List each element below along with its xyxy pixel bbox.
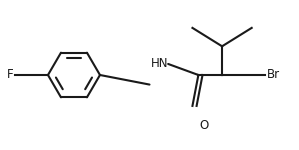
Text: HN: HN	[151, 57, 168, 70]
Text: O: O	[200, 119, 209, 132]
Text: Br: Br	[266, 69, 280, 81]
Text: F: F	[7, 69, 13, 81]
